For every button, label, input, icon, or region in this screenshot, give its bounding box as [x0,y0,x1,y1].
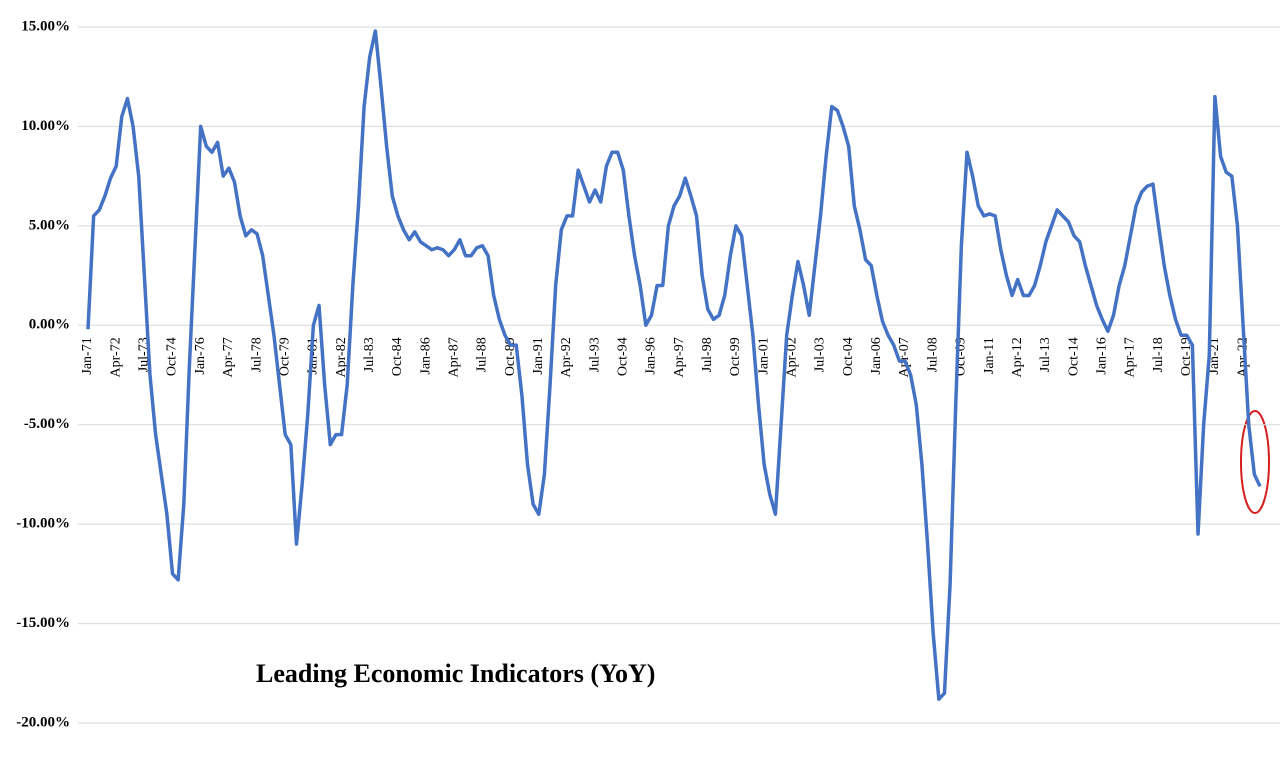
x-tick-label: Jul-03 [813,337,828,372]
x-tick-label: Apr-92 [559,337,574,377]
x-tick-label: Apr-02 [785,337,800,377]
chart-title: Leading Economic Indicators (YoY) [256,659,655,688]
x-tick-label: Jan-16 [1094,337,1109,374]
y-tick-label: 15.00% [21,18,70,34]
x-tick-label: Jul-18 [1151,337,1166,372]
y-tick-label: 10.00% [21,118,70,134]
x-tick-label: Jan-96 [644,337,659,374]
x-tick-label: Apr-87 [446,337,461,377]
x-tick-label: Oct-89 [503,337,518,376]
x-tick-label: Jul-83 [362,337,377,372]
data-line [86,29,1262,701]
y-tick-label: -15.00% [16,615,70,631]
y-tick-label: 0.00% [29,317,70,333]
x-tick-label: Jul-98 [700,337,715,372]
x-tick-label: Oct-19 [1179,337,1194,376]
x-tick-label: Apr-77 [221,337,236,377]
x-tick-label: Jan-01 [756,337,771,374]
x-tick-label: Jul-08 [925,337,940,372]
x-tick-label: Jul-93 [587,337,602,372]
y-tick-label: -5.00% [24,416,70,432]
x-tick-label: Oct-74 [165,337,180,376]
x-tick-label: Apr-72 [108,337,123,377]
x-tick-label: Apr-17 [1123,337,1138,377]
x-tick-label: Jul-78 [249,337,264,372]
x-tick-label: Jan-71 [80,337,95,374]
x-tick-label: Oct-99 [728,337,743,376]
x-tick-label: Oct-14 [1066,337,1081,376]
x-tick-label: Apr-82 [334,337,349,377]
x-tick-label: Oct-94 [616,337,631,376]
x-tick-label: Jan-11 [982,337,997,374]
x-tick-label: Jan-86 [418,337,433,374]
highlight-circle [1240,410,1270,514]
x-tick-label: Jul-13 [1038,337,1053,372]
x-tick-label: Oct-84 [390,337,405,376]
x-tick-label: Jan-06 [869,337,884,374]
y-tick-label: 5.00% [29,217,70,233]
x-tick-label: Apr-12 [1010,337,1025,377]
x-tick-label: Jan-76 [193,337,208,374]
y-tick-label: -20.00% [16,714,70,730]
x-tick-label: Oct-04 [841,337,856,376]
x-tick-label: Jul-88 [475,337,490,372]
x-tick-label: Oct-79 [277,337,292,376]
x-tick-label: Jan-91 [531,337,546,374]
y-tick-label: -10.00% [16,516,70,532]
x-tick-label: Apr-97 [672,337,687,377]
